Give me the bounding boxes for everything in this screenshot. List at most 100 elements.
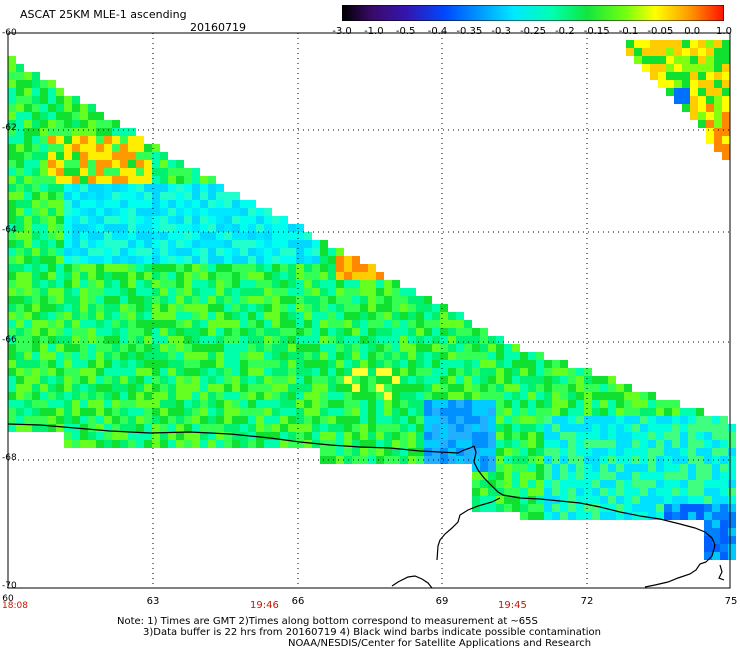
swath-cell <box>432 360 440 368</box>
swath-cell <box>256 344 264 352</box>
swath-cell <box>192 440 200 448</box>
swath-cell <box>504 400 512 408</box>
swath-cell <box>168 424 176 432</box>
swath-cell <box>544 360 552 368</box>
swath-cell <box>488 472 496 480</box>
swath-cell <box>64 176 72 184</box>
swath-cell <box>720 544 728 552</box>
swath-cell <box>120 368 128 376</box>
swath-cell <box>664 504 672 512</box>
swath-cell <box>592 408 600 416</box>
swath-cell <box>80 136 88 144</box>
swath-cell <box>408 352 416 360</box>
swath-cell <box>168 168 176 176</box>
swath-cell <box>712 536 720 544</box>
swath-cell <box>408 448 416 456</box>
swath-cell <box>128 424 136 432</box>
swath-cell <box>592 472 600 480</box>
swath-cell <box>96 232 104 240</box>
swath-cell <box>690 104 698 112</box>
swath-cell <box>584 392 592 400</box>
swath-cell <box>336 432 344 440</box>
swath-cell <box>400 288 408 296</box>
swath-cell <box>480 504 488 512</box>
swath-cell <box>648 464 656 472</box>
swath-cell <box>32 312 40 320</box>
swath-cell <box>32 72 40 80</box>
swath-cell <box>176 392 184 400</box>
swath-cell <box>128 400 136 408</box>
swath-cell <box>240 232 248 240</box>
swath-cell <box>8 392 16 400</box>
swath-cell <box>288 360 296 368</box>
swath-cell <box>40 128 48 136</box>
swath-cell <box>616 472 624 480</box>
swath-cell <box>664 472 672 480</box>
swath-cell <box>432 368 440 376</box>
swath-cell <box>72 256 80 264</box>
swath-cell <box>296 352 304 360</box>
swath-cell <box>688 464 696 472</box>
swath-cell <box>32 240 40 248</box>
swath-cell <box>600 464 608 472</box>
swath-cell <box>96 384 104 392</box>
swath-cell <box>136 320 144 328</box>
swath-cell <box>152 304 160 312</box>
swath-cell <box>496 464 504 472</box>
swath-cell <box>88 320 96 328</box>
swath-cell <box>560 504 568 512</box>
swath-cell <box>464 400 472 408</box>
swath-cell <box>208 336 216 344</box>
swath-cell <box>264 336 272 344</box>
swath-cell <box>280 360 288 368</box>
swath-cell <box>344 392 352 400</box>
swath-cell <box>152 240 160 248</box>
swath-cell <box>96 352 104 360</box>
swath-cell <box>176 264 184 272</box>
swath-cell <box>704 416 712 424</box>
swath-cell <box>8 120 16 128</box>
swath-cell <box>408 320 416 328</box>
swath-cell <box>568 504 576 512</box>
swath-cell <box>368 368 376 376</box>
swath-cell <box>256 280 264 288</box>
swath-cell <box>728 504 736 512</box>
swath-cell <box>440 360 448 368</box>
swath-cell <box>272 432 280 440</box>
swath-cell <box>104 200 112 208</box>
swath-cell <box>400 432 408 440</box>
swath-cell <box>176 272 184 280</box>
swath-cell <box>248 280 256 288</box>
swath-cell <box>520 416 528 424</box>
swath-cell <box>16 200 24 208</box>
swath-cell <box>168 264 176 272</box>
swath-cell <box>488 488 496 496</box>
swath-cell <box>232 416 240 424</box>
swath-cell <box>320 416 328 424</box>
swath-cell <box>592 376 600 384</box>
swath-cell <box>336 456 344 464</box>
swath-cell <box>698 48 706 56</box>
swath-cell <box>16 288 24 296</box>
swath-cell <box>616 424 624 432</box>
swath-cell <box>688 504 696 512</box>
swath-cell <box>376 296 384 304</box>
swath-cell <box>424 416 432 424</box>
swath-cell <box>32 376 40 384</box>
swath-cell <box>48 240 56 248</box>
swath-cell <box>72 312 80 320</box>
swath-cell <box>280 224 288 232</box>
swath-cell <box>568 432 576 440</box>
swath-cell <box>456 312 464 320</box>
swath-cell <box>288 264 296 272</box>
swath-cell <box>40 240 48 248</box>
swath-cell <box>368 320 376 328</box>
swath-cell <box>240 344 248 352</box>
swath-cell <box>576 376 584 384</box>
swath-cell <box>200 336 208 344</box>
swath-cell <box>528 504 536 512</box>
swath-cell <box>256 320 264 328</box>
swath-cell <box>176 320 184 328</box>
lat-label: -66 <box>2 335 17 345</box>
swath-cell <box>104 192 112 200</box>
